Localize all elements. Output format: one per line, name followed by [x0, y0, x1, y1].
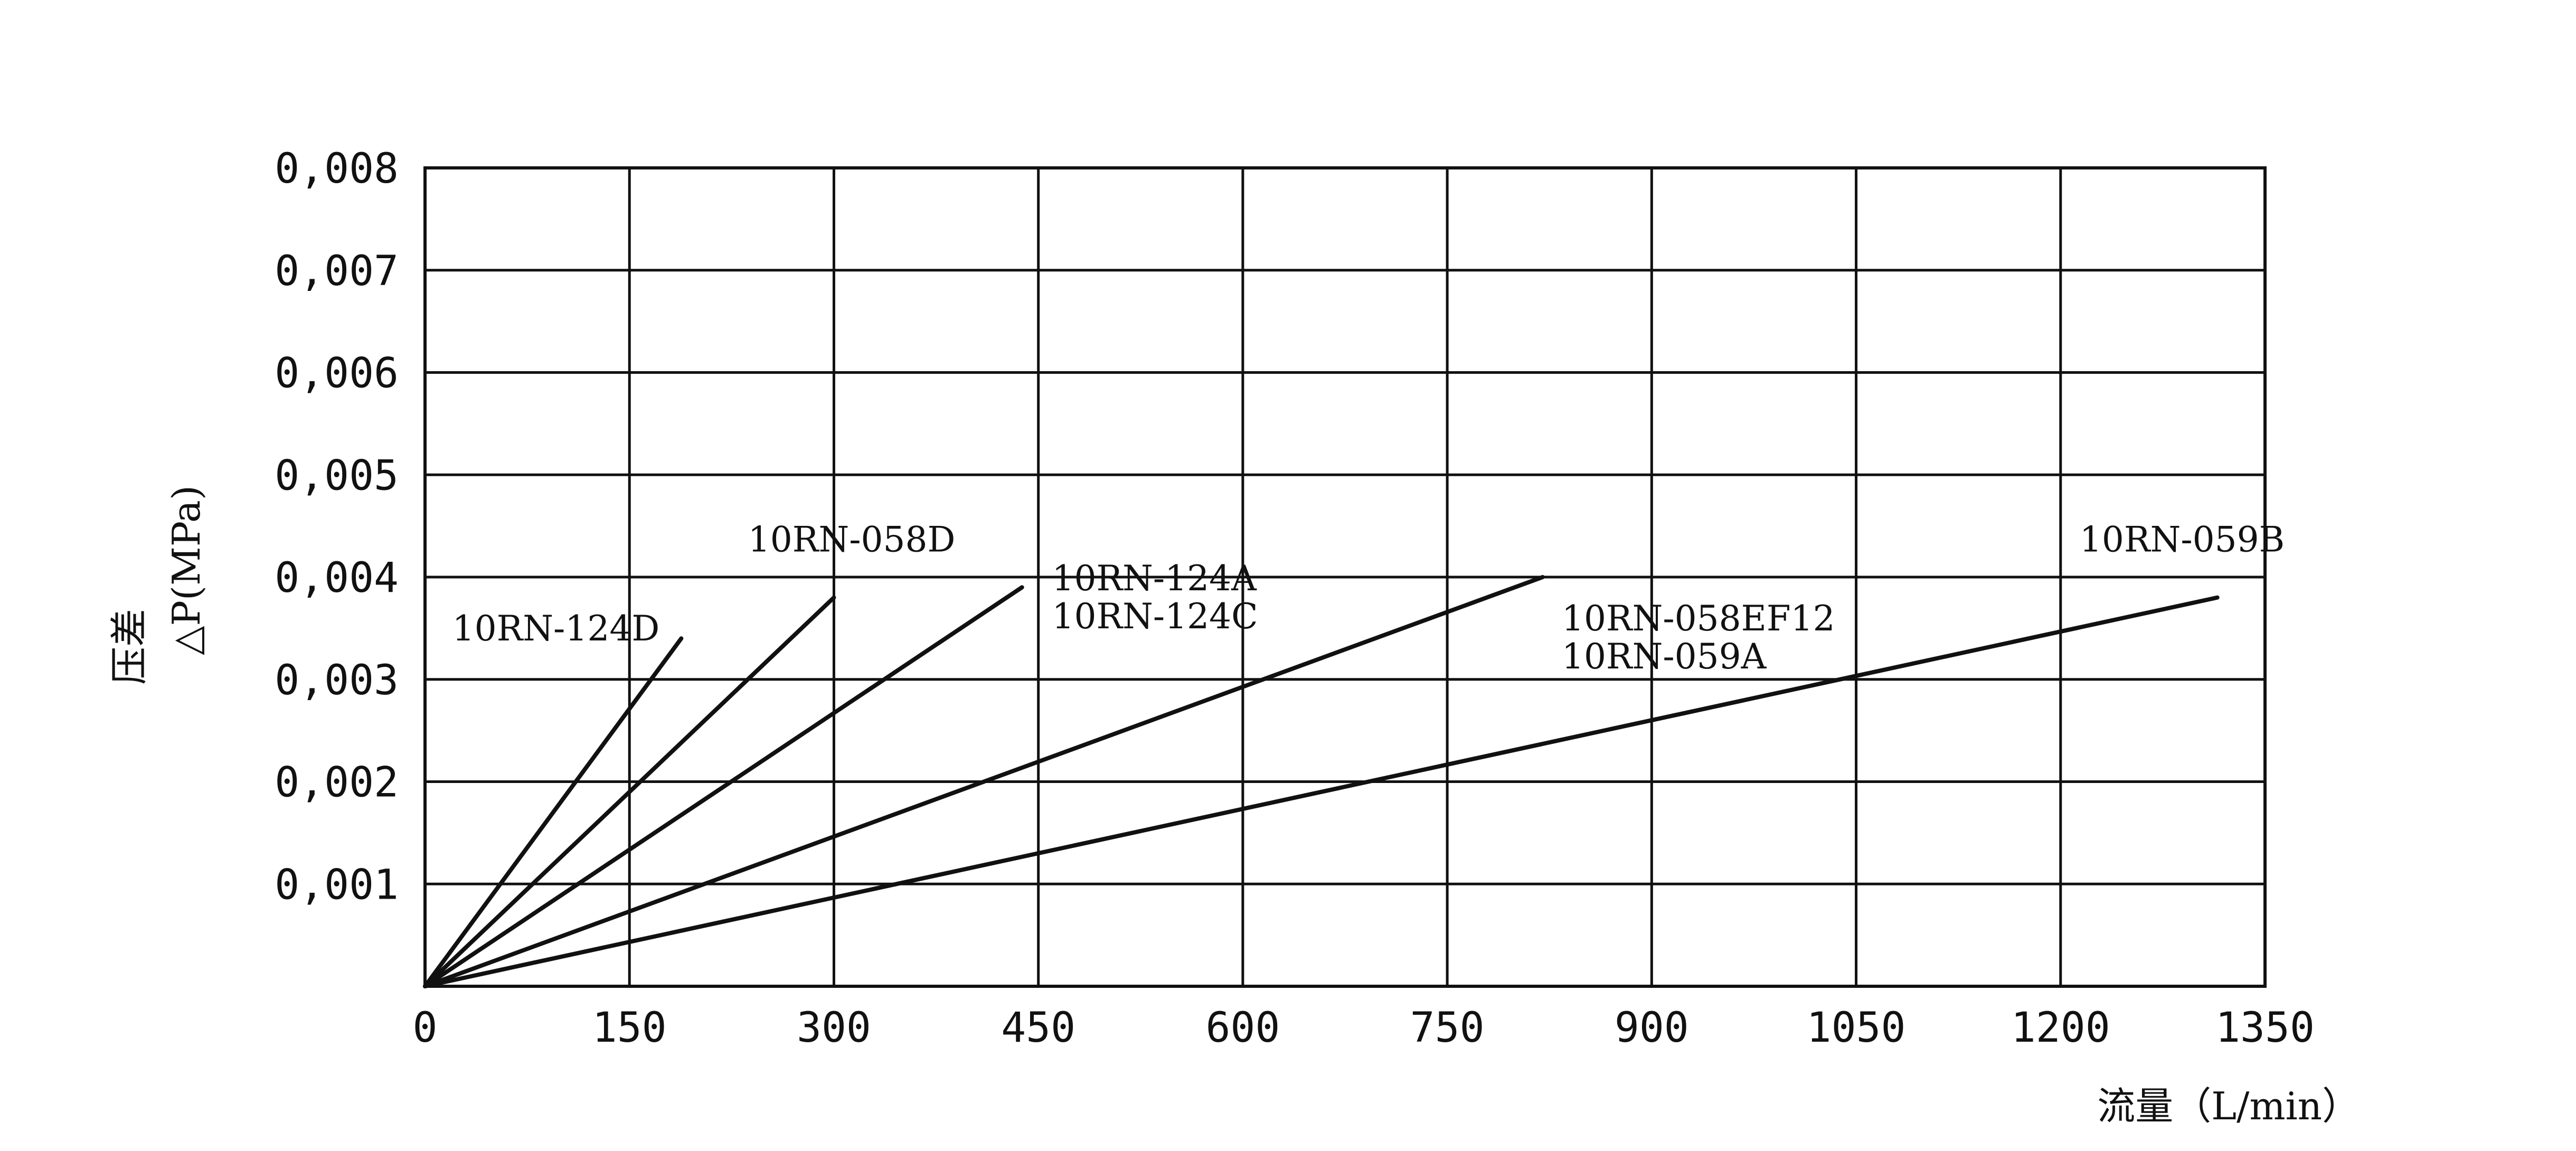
- y-tick-label: 0,002: [275, 759, 399, 807]
- x-tick-label: 900: [1615, 1004, 1689, 1052]
- x-axis-label: 流量（L/min）: [2097, 1084, 2360, 1128]
- y-axis-ticks: 0,001 0,002 0,003 0,004 0,005 0,006 0,007 0,008: [275, 145, 399, 909]
- series-label: 10RN-058EF12: [1562, 598, 1835, 639]
- series-line: [423, 636, 684, 988]
- series-label: 10RN-124C: [1052, 596, 1258, 637]
- y-tick-label: 0,006: [275, 350, 399, 398]
- y-tick-label: 0,001: [275, 861, 399, 909]
- y-tick-label: 0,004: [275, 554, 399, 602]
- series-label: 10RN-059B: [2080, 520, 2285, 560]
- x-tick-label: 750: [1410, 1004, 1485, 1052]
- x-tick-label: 0: [413, 1004, 438, 1052]
- y-tick-label: 0,008: [275, 145, 399, 193]
- x-axis-ticks: 0 150 300 450 600 750 900 1050 1200 1350: [413, 1004, 2315, 1052]
- series-label: 10RN-059A: [1562, 636, 1767, 677]
- series-line: [423, 575, 1545, 988]
- series-label: 10RN-124A: [1052, 558, 1257, 599]
- series-lines: [423, 575, 2220, 988]
- plot-frame: [423, 166, 2267, 988]
- series-label: 10RN-058D: [748, 520, 956, 560]
- y-axis-prefix: 压差: [107, 609, 152, 685]
- x-tick-label: 1350: [2215, 1004, 2315, 1052]
- x-tick-label: 1050: [1807, 1004, 1906, 1052]
- y-tick-label: 0,005: [275, 452, 399, 499]
- x-tick-label: 600: [1205, 1004, 1280, 1052]
- series-line: [423, 595, 2220, 988]
- grid: [425, 168, 2265, 986]
- y-tick-label: 0,007: [275, 248, 399, 295]
- series-line: [423, 585, 1024, 988]
- series-line: [423, 595, 836, 988]
- x-tick-label: 1200: [2011, 1004, 2110, 1052]
- y-axis-label: △P(MPa): [164, 485, 209, 655]
- y-tick-label: 0,003: [275, 657, 399, 704]
- x-tick-label: 300: [797, 1004, 871, 1052]
- x-tick-label: 150: [592, 1004, 667, 1052]
- series-label: 10RN-124D: [452, 608, 660, 649]
- x-tick-label: 450: [1001, 1004, 1075, 1052]
